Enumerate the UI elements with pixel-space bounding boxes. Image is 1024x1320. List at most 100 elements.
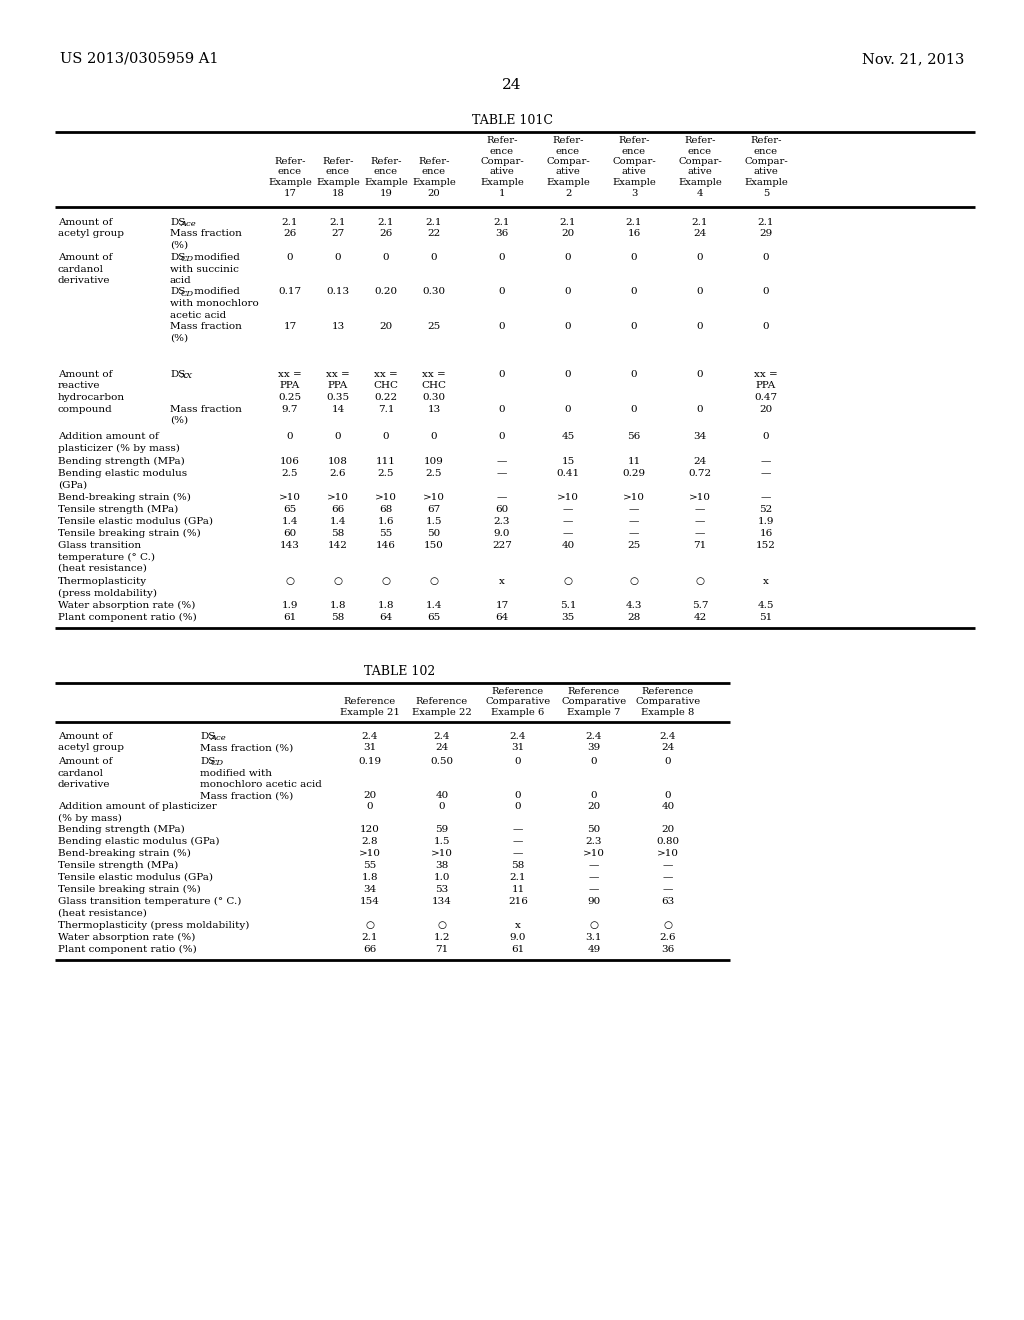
Text: 2.4: 2.4 (586, 733, 602, 741)
Text: 2.4: 2.4 (659, 733, 676, 741)
Text: 0: 0 (383, 253, 389, 261)
Text: —: — (629, 506, 639, 513)
Text: >10: >10 (689, 492, 711, 502)
Text: 0: 0 (499, 288, 505, 297)
Text: Tensile strength (MPa): Tensile strength (MPa) (58, 506, 178, 513)
Text: Bend-breaking strain (%): Bend-breaking strain (%) (58, 492, 190, 502)
Text: 26: 26 (284, 230, 297, 239)
Text: 29: 29 (760, 230, 773, 239)
Text: DS: DS (170, 218, 185, 227)
Text: 58: 58 (332, 612, 345, 622)
Text: ative: ative (622, 168, 646, 177)
Text: 1.8: 1.8 (361, 873, 378, 882)
Text: 1: 1 (499, 189, 505, 198)
Text: Ace: Ace (211, 734, 226, 742)
Text: 19: 19 (380, 189, 392, 198)
Text: Example 8: Example 8 (641, 708, 694, 717)
Text: xx =: xx = (279, 370, 302, 379)
Text: 0: 0 (287, 253, 293, 261)
Text: Ace: Ace (181, 220, 197, 228)
Text: 0: 0 (438, 803, 445, 810)
Text: 61: 61 (511, 945, 524, 954)
Text: 31: 31 (364, 743, 377, 752)
Text: (heat resistance): (heat resistance) (58, 908, 146, 917)
Text: Compar-: Compar- (546, 157, 590, 166)
Text: ence: ence (754, 147, 778, 156)
Text: 0.30: 0.30 (423, 393, 445, 403)
Text: ence: ence (489, 147, 514, 156)
Text: —: — (563, 529, 573, 539)
Text: >10: >10 (423, 492, 445, 502)
Text: —: — (761, 469, 771, 478)
Text: 4.3: 4.3 (626, 601, 642, 610)
Text: 9.0: 9.0 (494, 529, 510, 539)
Text: 64: 64 (496, 612, 509, 622)
Text: Refer-: Refer- (751, 136, 781, 145)
Text: >10: >10 (623, 492, 645, 502)
Text: derivative: derivative (58, 276, 111, 285)
Text: Comparative: Comparative (485, 697, 551, 706)
Text: 16: 16 (628, 230, 641, 239)
Text: 53: 53 (435, 884, 449, 894)
Text: Compar-: Compar- (678, 157, 722, 166)
Text: 0: 0 (499, 432, 505, 441)
Text: Refer-: Refer- (418, 157, 450, 166)
Text: 28: 28 (628, 612, 641, 622)
Text: 55: 55 (379, 529, 392, 539)
Text: —: — (563, 506, 573, 513)
Text: 0.29: 0.29 (623, 469, 645, 478)
Text: 0: 0 (631, 253, 637, 261)
Text: 0.72: 0.72 (688, 469, 712, 478)
Text: 142: 142 (328, 541, 348, 550)
Text: acetyl group: acetyl group (58, 230, 124, 239)
Text: Plant component ratio (%): Plant component ratio (%) (58, 945, 197, 954)
Text: 216: 216 (508, 898, 528, 906)
Text: Refer-: Refer- (552, 136, 584, 145)
Text: ○: ○ (429, 577, 438, 586)
Text: >10: >10 (657, 849, 679, 858)
Text: ative: ative (754, 168, 778, 177)
Text: DS: DS (200, 756, 215, 766)
Text: >10: >10 (359, 849, 381, 858)
Text: ence: ence (622, 147, 646, 156)
Text: (heat resistance): (heat resistance) (58, 564, 146, 573)
Text: ○: ○ (334, 577, 342, 586)
Text: 2.5: 2.5 (282, 469, 298, 478)
Text: (%): (%) (170, 334, 188, 342)
Text: —: — (589, 884, 599, 894)
Text: 50: 50 (427, 529, 440, 539)
Text: 0.41: 0.41 (556, 469, 580, 478)
Text: >10: >10 (557, 492, 579, 502)
Text: 0: 0 (696, 404, 703, 413)
Text: 2.5: 2.5 (378, 469, 394, 478)
Text: TABLE 102: TABLE 102 (365, 665, 435, 678)
Text: with succinic: with succinic (170, 264, 239, 273)
Text: ○: ○ (286, 577, 295, 586)
Text: Reference: Reference (344, 697, 396, 706)
Text: Amount of: Amount of (58, 733, 113, 741)
Text: 0: 0 (515, 756, 521, 766)
Text: 25: 25 (628, 541, 641, 550)
Text: 11: 11 (511, 884, 524, 894)
Text: xx =: xx = (422, 370, 445, 379)
Text: Bending strength (MPa): Bending strength (MPa) (58, 825, 184, 834)
Text: 45: 45 (561, 432, 574, 441)
Text: Reference: Reference (568, 686, 621, 696)
Text: ence: ence (688, 147, 712, 156)
Text: ○: ○ (563, 577, 572, 586)
Text: 20: 20 (364, 792, 377, 800)
Text: (% by mass): (% by mass) (58, 813, 122, 822)
Text: 68: 68 (379, 506, 392, 513)
Text: 35: 35 (561, 612, 574, 622)
Text: 2.1: 2.1 (426, 218, 442, 227)
Text: Example: Example (412, 178, 456, 187)
Text: DS: DS (170, 288, 185, 297)
Text: 1.0: 1.0 (434, 873, 451, 882)
Text: Example: Example (268, 178, 312, 187)
Text: 111: 111 (376, 457, 396, 466)
Text: 65: 65 (284, 506, 297, 513)
Text: —: — (497, 457, 507, 466)
Text: Mass fraction (%): Mass fraction (%) (200, 743, 293, 752)
Text: 2.4: 2.4 (510, 733, 526, 741)
Text: acetyl group: acetyl group (58, 743, 124, 752)
